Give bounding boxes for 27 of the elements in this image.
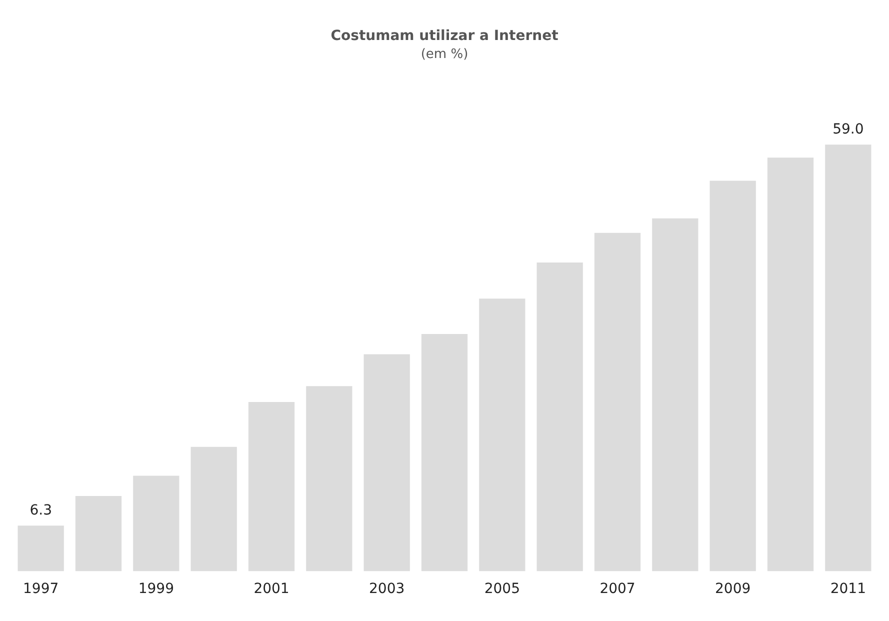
- x-tick-label: 1999: [138, 581, 174, 598]
- bar: [133, 476, 180, 572]
- bar: [767, 158, 814, 572]
- data-label: 6.3: [30, 502, 52, 518]
- bar: [364, 354, 410, 572]
- bar: [18, 526, 64, 572]
- x-tick-label: 2001: [254, 581, 290, 598]
- x-tick-label: 2003: [369, 581, 405, 598]
- bar: [710, 180, 756, 572]
- bar: [75, 496, 122, 572]
- x-tick-label: 2005: [484, 581, 520, 598]
- bar: [190, 446, 237, 572]
- x-tick-label: 1997: [23, 581, 59, 598]
- bar: [421, 334, 468, 572]
- bar: [536, 262, 583, 572]
- bar: [652, 218, 698, 572]
- x-tick-label: 2009: [715, 581, 751, 598]
- x-tick-label: 2011: [830, 581, 866, 598]
- bar: [594, 232, 641, 572]
- bar: [479, 298, 526, 572]
- chart-subtitle: (em %): [420, 46, 468, 62]
- chart-title: Costumam utilizar a Internet: [330, 28, 559, 44]
- data-label: 59.0: [832, 121, 864, 138]
- bar: [825, 144, 872, 572]
- bar: [248, 402, 295, 572]
- bar: [306, 386, 352, 572]
- x-tick-label: 2007: [600, 581, 636, 598]
